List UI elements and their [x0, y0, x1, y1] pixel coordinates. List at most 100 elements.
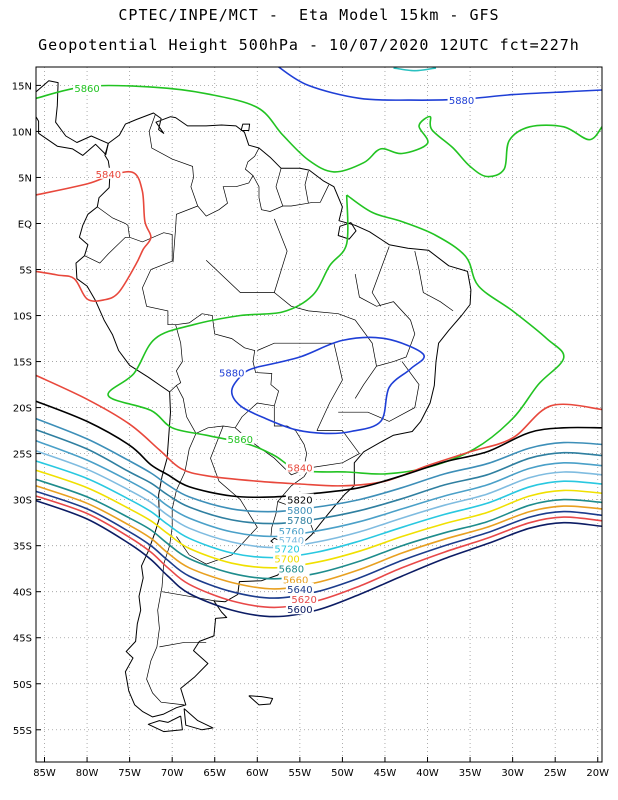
- border-guyana-suriname: [275, 168, 284, 207]
- y-tick-label: 20S: [13, 404, 32, 415]
- x-tick-label: 65W: [203, 768, 226, 779]
- y-tick-label: 35S: [13, 542, 32, 553]
- border-brazil-states-6: [205, 218, 288, 293]
- border-ecuador-peru: [84, 236, 130, 264]
- contour-label-bg: [285, 513, 314, 525]
- contour-5880: [230, 336, 425, 435]
- contour-label: 5640: [287, 585, 312, 596]
- border-suriname-guiana: [304, 170, 309, 204]
- contour-label: 5860: [74, 84, 99, 95]
- chart-title: CPTEC/INPE/MCT - Eta Model 15km - GFS: [118, 6, 500, 24]
- border-brazil-states-8: [312, 430, 360, 468]
- y-tick-label: 55S: [13, 726, 32, 737]
- contour-label-bg: [277, 524, 306, 536]
- contour-label-bg: [273, 552, 302, 564]
- contour-label: 5700: [274, 555, 299, 566]
- x-tick-label: 85W: [33, 768, 56, 779]
- contour-label: 5660: [283, 576, 308, 587]
- coastline-tierra-del-fuego: [183, 708, 214, 731]
- y-tick-label: 15S: [13, 358, 32, 369]
- border-argentina-provinces-2: [161, 591, 215, 602]
- y-tick-label: 5S: [19, 266, 32, 277]
- x-tick-label: 30W: [501, 768, 524, 779]
- coastline-marajo-island: [337, 222, 357, 240]
- contour-label: 5800: [287, 506, 312, 517]
- y-tick-label: 40S: [13, 588, 32, 599]
- border-brazil-states-3: [354, 274, 416, 367]
- contour-label-bg: [285, 493, 314, 505]
- y-tick-label: 10S: [13, 312, 32, 323]
- contour-label-bg: [217, 366, 246, 378]
- contour-label: 5840: [287, 463, 312, 474]
- border-colombia-brazil: [172, 205, 198, 263]
- x-tick-label: 75W: [118, 768, 141, 779]
- border-chile-argentina: [146, 433, 197, 706]
- contour-label-bg: [94, 167, 123, 179]
- contour-labels: 5880 5880 5860 5860 5840 5840 5820580057805760…: [73, 82, 476, 616]
- land-outlines: [35, 80, 472, 733]
- plot-frame: [35, 66, 603, 763]
- contour-label: 5840: [96, 170, 121, 181]
- y-tick-label: 45S: [13, 634, 32, 645]
- x-tick-label: 70W: [161, 768, 184, 779]
- contour-label: 5880: [219, 369, 244, 380]
- x-tick-label: 80W: [76, 768, 99, 779]
- x-tick-label: 20W: [586, 768, 609, 779]
- contour-5860: [35, 84, 603, 178]
- border-argentina-provinces-3: [159, 641, 207, 648]
- coastline-falklands: [248, 695, 274, 706]
- border-brazil-states: [257, 342, 343, 431]
- border-argentina-provinces: [176, 425, 258, 565]
- contour-label-bg: [281, 573, 310, 585]
- contour-label-bg: [273, 542, 302, 554]
- contour-label-bg: [447, 94, 476, 106]
- y-tick-label: 30S: [13, 496, 32, 507]
- contour-label: 5880: [449, 96, 474, 107]
- y-tick-label: EQ: [18, 219, 32, 230]
- border-brazil-states-2: [274, 292, 377, 399]
- contour-cyan-arc: [393, 67, 437, 72]
- border-peru-brazil: [142, 260, 176, 326]
- contour-5600: [35, 499, 603, 618]
- contour-label-bg: [73, 82, 102, 94]
- x-tick-label: 40W: [416, 768, 439, 779]
- contour-label: 5820: [287, 496, 312, 507]
- contour-label-bg: [285, 582, 314, 594]
- contour-5840: [35, 374, 603, 487]
- y-tick-label: 15N: [12, 81, 32, 92]
- contour-label-bg: [285, 503, 314, 515]
- contour-label: 5600: [287, 605, 312, 616]
- contour-label-bg: [290, 593, 319, 605]
- x-tick-label: 50W: [331, 768, 354, 779]
- contour-label: 5780: [287, 516, 312, 527]
- contour-label: 5860: [228, 435, 253, 446]
- coastline-trinidad: [240, 123, 251, 131]
- contour-label-bg: [277, 562, 306, 574]
- contour-label-bg: [285, 603, 314, 615]
- x-tick-label: 25W: [544, 768, 567, 779]
- axis-ticks: 85W 80W 75W 70W 65W 60W 55W 50W 45W 40W 35W 30W 25W 2…: [12, 81, 609, 779]
- coastline-tierra-del-fuego-west: [147, 715, 183, 733]
- y-tick-label: 10N: [12, 127, 32, 138]
- contour-label: 5760: [279, 527, 304, 538]
- border-brazil-states-7: [338, 361, 420, 422]
- chart-subtitle: Geopotential Height 500hPa - 10/07/2020 …: [38, 36, 580, 54]
- contour-5880: [278, 66, 603, 101]
- border-brazil-states-5: [414, 251, 454, 312]
- y-tick-label: 5N: [18, 173, 32, 184]
- x-tick-label: 55W: [289, 768, 312, 779]
- coastline-south-america: [75, 112, 472, 718]
- border-venezuela-brazil-guyana: [197, 147, 260, 217]
- contour-label-bg: [277, 534, 306, 546]
- x-tick-label: 35W: [459, 768, 482, 779]
- border-bolivia-brazil: [175, 313, 280, 406]
- y-tick-label: 50S: [13, 680, 32, 691]
- contour-label-bg: [285, 461, 314, 473]
- contour-label: 5620: [291, 595, 316, 606]
- x-tick-label: 60W: [246, 768, 269, 779]
- y-tick-label: 25S: [13, 450, 32, 461]
- contour-label: 5720: [274, 544, 299, 555]
- contour-label-bg: [226, 432, 255, 444]
- border-bolivia-chile-argentina: [176, 385, 275, 434]
